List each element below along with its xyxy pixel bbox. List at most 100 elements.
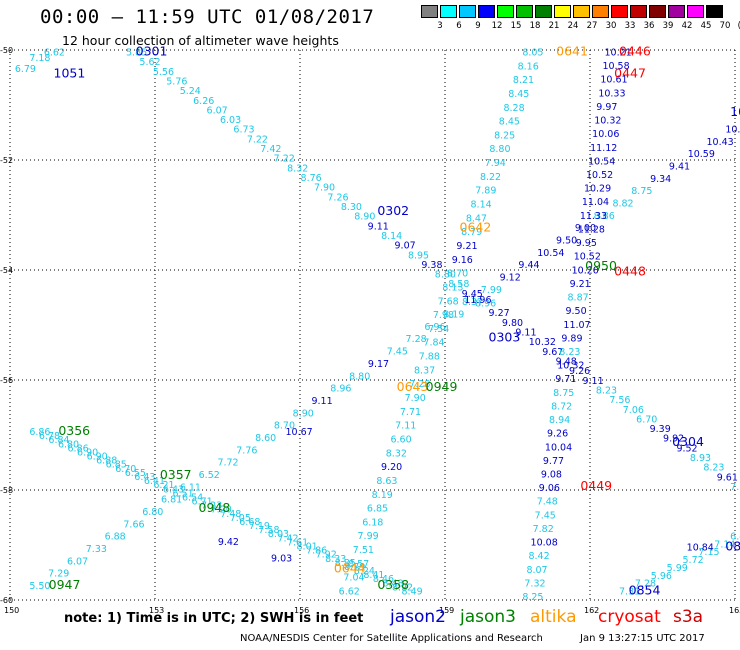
swh-value-label: 8.13	[442, 282, 463, 293]
pass-time-label: 0357	[160, 467, 192, 482]
color-scale-label: 3	[437, 21, 443, 31]
swh-value-label: 6.84	[48, 435, 69, 446]
swh-value-label: 7.88	[419, 352, 440, 363]
swh-value-label: 10.32	[529, 337, 556, 348]
color-scale-label: 24	[567, 21, 579, 31]
swh-value-label: 10.52	[586, 170, 613, 181]
swh-value-label: 7.22	[274, 154, 295, 165]
color-scale-label: 42	[681, 21, 693, 31]
swh-value-label: 8.82	[612, 199, 633, 210]
swh-value-label: 7.73	[730, 482, 740, 493]
swh-value-label: 8.37	[414, 365, 435, 376]
swh-value-label: 8.14	[471, 200, 492, 211]
swh-value-label: 7.23	[201, 501, 222, 512]
swh-value-label: 9.21	[570, 279, 591, 290]
swh-value-label: 6.07	[207, 105, 228, 116]
swh-value-label: 8.42	[528, 551, 549, 562]
swh-value-label: 8.94	[549, 415, 570, 426]
swh-value-label: 8.70	[274, 421, 295, 432]
swh-value-label: 9.39	[650, 424, 671, 435]
swh-value-label: 5.62	[139, 57, 160, 68]
swh-value-label: 5.99	[667, 563, 688, 574]
swh-value-label: 9.45	[462, 289, 483, 300]
y-tick-label: -52	[0, 156, 13, 165]
swh-value-label: 10.61	[600, 75, 627, 86]
x-tick-label: 150	[4, 606, 19, 615]
swh-value-label: 8.75	[553, 388, 574, 399]
color-scale-label: 45	[700, 21, 712, 31]
swh-value-label: 8.25	[494, 130, 515, 141]
swh-value-label: 8.80	[435, 270, 456, 281]
color-scale-label: 9	[475, 21, 481, 31]
swh-value-label: 9.71	[555, 374, 576, 385]
color-scale-label: 33	[624, 21, 636, 31]
swh-value-label: 6.51	[172, 488, 193, 499]
swh-value-label: 8.79	[461, 227, 482, 238]
swh-value-label: 6.11	[180, 482, 201, 493]
swh-value-label: 8.72	[551, 401, 572, 412]
x-tick-label: 159	[439, 606, 454, 615]
swh-value-label: 11.04	[582, 197, 609, 208]
swh-value-label: 8.70	[447, 269, 468, 280]
swh-value-label: 9.16	[452, 255, 473, 266]
swh-value-label: 9.06	[539, 483, 560, 494]
swh-value-label: 7.66	[123, 519, 144, 530]
pass-time-label: 0356	[58, 423, 90, 438]
swh-value-label: 9.80	[502, 318, 523, 329]
swh-value-label: 6.86	[29, 427, 50, 438]
swh-value-label: 8.63	[376, 476, 397, 487]
swh-value-label: 7.76	[236, 445, 257, 456]
swh-value-label: 6.90	[87, 452, 108, 463]
pass-time-label: 1051	[54, 66, 86, 81]
swh-value-label: 6.70	[115, 464, 136, 475]
swh-value-label: 7.28	[406, 334, 427, 345]
swh-value-label: 9.97	[596, 102, 617, 113]
swh-value-label: 7.42	[277, 533, 298, 544]
swh-value-label: 6.52	[199, 470, 220, 481]
swh-value-label: 7.28	[635, 579, 656, 590]
swh-value-label: 5.85	[126, 48, 147, 59]
swh-value-label: 8.93	[690, 453, 711, 464]
pass-time-label: 085	[725, 539, 740, 554]
swh-value-label: 9.11	[582, 376, 603, 387]
swh-value-label: 8.25	[522, 592, 543, 603]
color-scale-label: (ft)	[733, 21, 740, 31]
swh-value-label: 9.50	[556, 236, 577, 247]
swh-value-label: 6.85	[106, 460, 127, 471]
swh-value-label: 10.08	[531, 538, 558, 549]
swh-value-label: 8.01	[297, 542, 318, 553]
color-scale-swatch	[706, 5, 723, 18]
swh-value-label: 8.23	[559, 347, 580, 358]
swh-value-label: 6.26	[193, 96, 214, 107]
pass-time-label: 0302	[377, 203, 409, 218]
swh-value-label: 5.72	[683, 555, 704, 566]
swh-value-label: 7.84	[423, 338, 444, 349]
color-scale-label: 18	[529, 21, 541, 31]
swh-value-label: 8.75	[631, 186, 652, 197]
swh-value-label: 8.76	[301, 173, 322, 184]
swh-value-label: 7.06	[623, 405, 644, 416]
swh-value-label: 7.86	[306, 546, 327, 557]
swh-value-label: 7.90	[314, 183, 335, 194]
swh-value-label: 8.58	[448, 279, 469, 290]
swh-value-label: 8.03	[268, 529, 289, 540]
color-scale-label: 12	[491, 21, 503, 31]
satellite-legend-jason3: jason3	[460, 607, 516, 627]
swh-value-label: 9.42	[218, 537, 239, 548]
swh-value-label: 7.92	[316, 550, 337, 561]
swh-value-label: 6.55	[125, 468, 146, 479]
color-scale-swatch	[592, 5, 609, 18]
swh-value-label: 8.45	[508, 89, 529, 100]
color-scale-swatch	[649, 5, 666, 18]
swh-value-label: 7.54	[428, 324, 449, 335]
swh-value-label: 7.18	[29, 53, 50, 64]
pass-time-label: 0949	[426, 379, 458, 394]
swh-value-label: 9.61	[717, 472, 738, 483]
swh-value-label: 7.72	[217, 458, 238, 469]
swh-value-label: 8.48	[382, 578, 403, 589]
color-scale-swatch	[421, 5, 438, 18]
pass-time-label: 0358	[377, 577, 409, 592]
swh-value-label: 8.22	[480, 172, 501, 183]
swh-value-label: 9.95	[576, 238, 597, 249]
